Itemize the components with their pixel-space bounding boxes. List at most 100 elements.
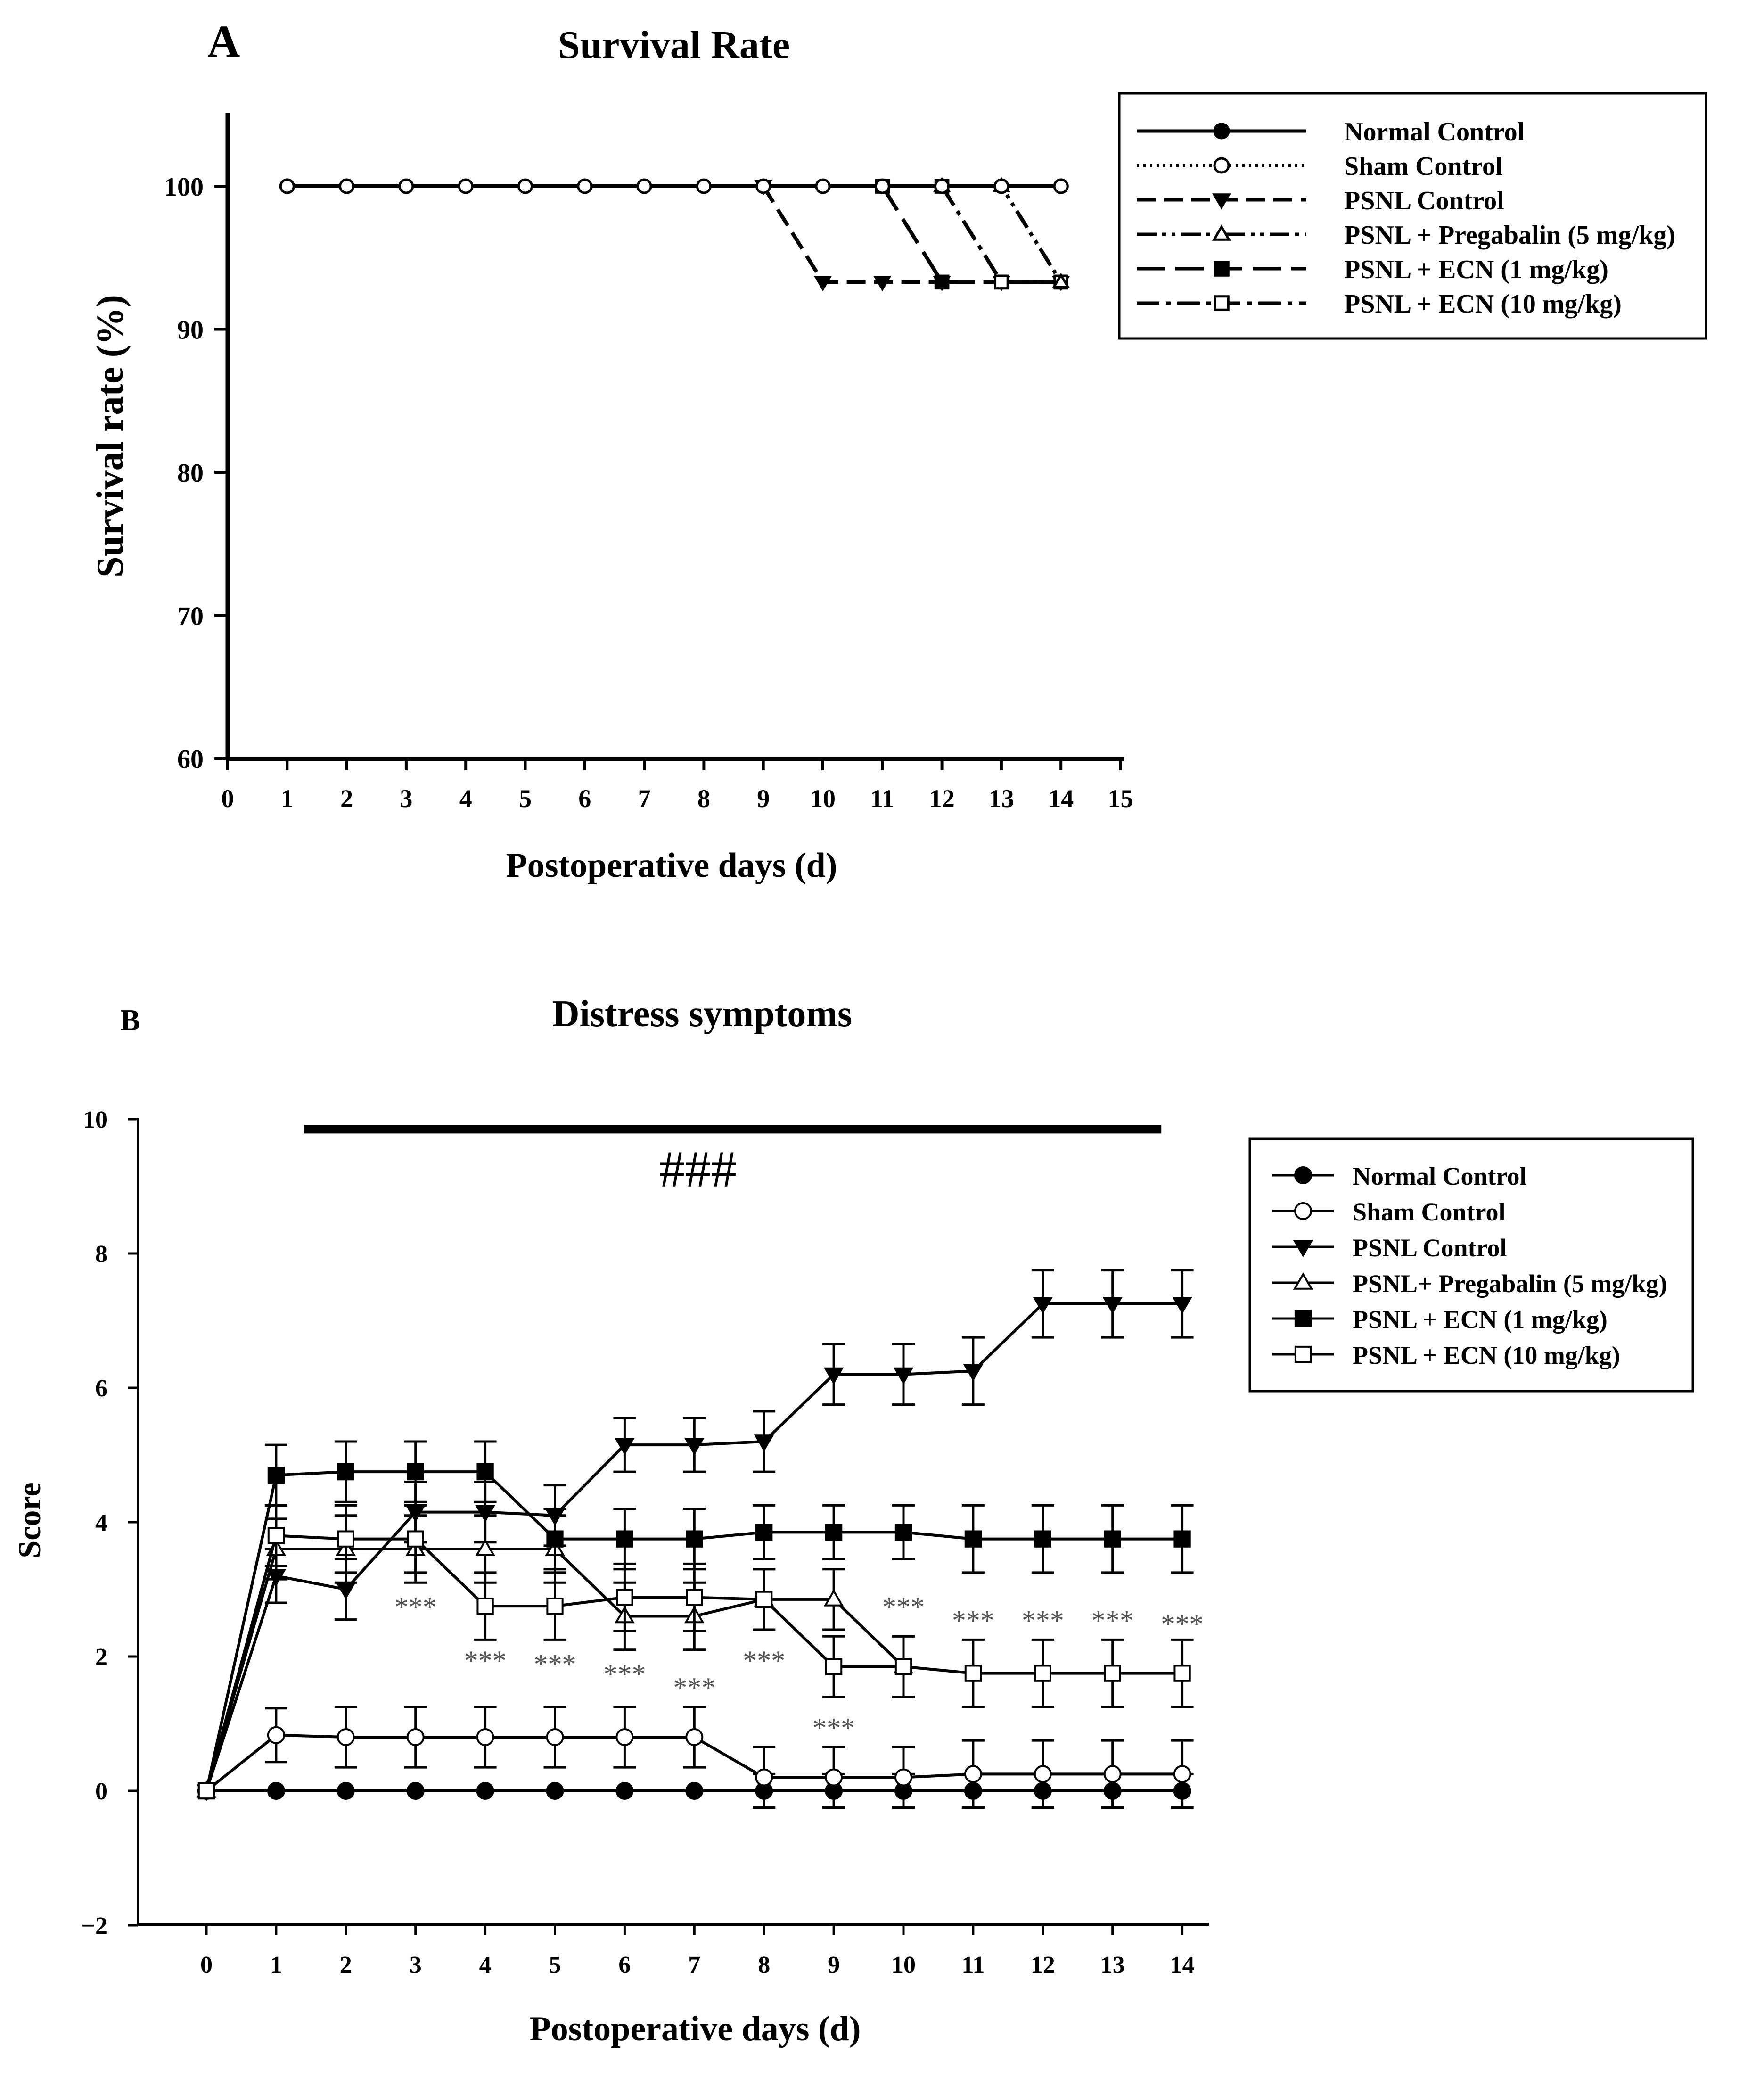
panel-a-legend-item-psnl-pregabalin-5-mg-kg: PSNL + Pregabalin (5 mg/kg) <box>1137 221 1675 250</box>
panel-a-x-tick-label-6: 6 <box>578 784 591 813</box>
panel-b-legend-item-psnl-ecn-1-mg-kg-label: PSNL + ECN (1 mg/kg) <box>1353 1305 1608 1334</box>
panel-b-series-psnl-ecn-10-mg-kg-point-12 <box>1034 1665 1051 1682</box>
panel-b-series-sham-control-point-9 <box>825 1768 843 1787</box>
panel-b-legend-item-psnl-control: PSNL Control <box>1272 1234 1507 1262</box>
panel-b-legend-item-sham-control: Sham Control <box>1272 1198 1506 1226</box>
panel-b-series-psnl-ecn-10-mg-kg-point-3 <box>407 1530 424 1548</box>
panel-b-legend-item-normal-control: Normal Control <box>1272 1162 1526 1190</box>
panel-b-significance-mark-day-11: *** <box>952 1605 994 1636</box>
panel-a-x-tick-label-8: 8 <box>697 784 710 813</box>
panel-b-y-tick-label-8: 8 <box>95 1241 107 1268</box>
panel-b-series-psnl-ecn-10-mg-kg-point-7 <box>686 1589 703 1606</box>
panel-a-series <box>279 177 1070 292</box>
panel-b-series-psnl-ecn-1-mg-kg-point-10 <box>894 1524 912 1541</box>
panel-a-y-tick-label-60: 60 <box>177 745 204 774</box>
panel-a-x-axis-label: Postoperative days (d) <box>506 846 837 885</box>
panel-b-series-psnl-ecn-10-mg-kg-point-4 <box>476 1597 494 1615</box>
panel-b-significance-mark-day-7: *** <box>673 1672 715 1703</box>
panel-a-x-tick-label-15: 15 <box>1108 784 1133 813</box>
panel-b-y-axis-label: Score <box>11 1482 47 1558</box>
panel-a-series-psnl-pregabalin-5-mg-kg <box>933 177 1070 288</box>
panel-a-legend-item-psnl-ecn-10-mg-kg-marker <box>1214 295 1230 311</box>
panel-b-series-psnl-ecn-10-mg-kg-point-5 <box>546 1597 564 1615</box>
panel-b-series-psnl-control-point-7 <box>684 1438 705 1455</box>
panel-b-x-tick-label-5: 5 <box>549 1952 561 1978</box>
panel-b-series-psnl-pregabalin-5-mg-kg-point-9 <box>823 1589 844 1607</box>
panel-b-x-tick-label-1: 1 <box>270 1952 282 1978</box>
panel-b-series-psnl-control-point-8 <box>754 1434 774 1452</box>
panel-b-series-psnl-ecn-1-mg-kg-point-2 <box>337 1463 354 1481</box>
panel-b-series-psnl-control-point-10 <box>893 1367 914 1385</box>
panel-b-series-sham-control-point-10 <box>894 1768 912 1787</box>
panel-a-legend-item-psnl-ecn-1-mg-kg-label: PSNL + ECN (1 mg/kg) <box>1344 255 1608 284</box>
panel-a-x-tick-label-10: 10 <box>810 784 836 813</box>
panel-a-series-psnl-ecn-1-mg-kg-point-12 <box>934 274 950 290</box>
panel-b-series-sham-control-point-6 <box>615 1728 634 1746</box>
panel-b-x-tick-label-7: 7 <box>688 1952 700 1978</box>
panel-a-legend-item-psnl-ecn-10-mg-kg-label: PSNL + ECN (10 mg/kg) <box>1344 289 1622 319</box>
panel-b-significance-mark-day-9: *** <box>812 1713 855 1744</box>
panel-b-series-psnl-control-point-4 <box>475 1505 495 1523</box>
panel-b-legend-item-psnl-pregabalin-5-mg-kg-marker <box>1293 1272 1313 1290</box>
panel-a-legend-item-psnl-control-marker <box>1212 193 1231 210</box>
panel-a-series-psnl-ecn-10-mg-kg-point-13 <box>994 274 1009 290</box>
panel-b-series-psnl-ecn-1-mg-kg-point-4 <box>476 1463 494 1481</box>
panel-b-series-sham-control-point-8 <box>755 1768 773 1787</box>
panel-b-series-normal-control-point-3 <box>406 1782 425 1800</box>
panel-a-title: Survival Rate <box>558 23 790 67</box>
panel-a-y-tick-label-70: 70 <box>177 602 204 631</box>
panel-b-series-normal-control-point-5 <box>546 1782 564 1800</box>
panel-b-x-tick-label-11: 11 <box>961 1952 985 1978</box>
panel-a-legend-item-psnl-ecn-10-mg-kg: PSNL + ECN (10 mg/kg) <box>1137 289 1622 319</box>
panel-a-legend-item-psnl-control: PSNL Control <box>1137 186 1504 215</box>
panel-b-significance-mark-day-8: *** <box>743 1645 785 1676</box>
panel-b-series-sham-control-point-4 <box>476 1728 494 1746</box>
panel-a-x-ticks: 0 1 2 3 4 5 6 7 8 9 10 11 12 13 14 15 <box>222 759 1133 813</box>
panel-b-x-tick-label-8: 8 <box>758 1952 770 1978</box>
panel-b-series-psnl-ecn-10-mg-kg-point-2 <box>337 1530 354 1548</box>
panel-a-y-ticks: 60 70 80 90 100 <box>164 173 228 774</box>
panel-b-x-tick-label-6: 6 <box>618 1952 631 1978</box>
panel-b-y-tick-label-6: 6 <box>95 1375 107 1402</box>
panel-b-series <box>196 1269 1194 1809</box>
panel-b-series-psnl-ecn-10-mg-kg-point-8 <box>755 1591 773 1608</box>
panel-a-legend-item-psnl-control-label: PSNL Control <box>1344 186 1504 215</box>
panel-b-x-ticks: 0 1 2 3 4 5 6 7 8 9 10 11 12 13 14 <box>200 1924 1195 1978</box>
panel-b-series-normal-control-point-6 <box>615 1782 634 1800</box>
panel-b-significance-mark-day-4: *** <box>464 1645 507 1676</box>
panel-b-x-tick-label-3: 3 <box>410 1952 422 1978</box>
panel-a-series-sham-control-point-4 <box>458 178 474 194</box>
panel-b-series-psnl-ecn-10-mg-kg-point-6 <box>616 1589 633 1606</box>
panel-b-series-psnl-ecn-10-mg-kg <box>197 1504 1194 1800</box>
panel-b-series-psnl-ecn-10-mg-kg-point-1 <box>267 1527 285 1544</box>
panel-b-y-ticks: −2 0 2 4 6 8 10 <box>81 1106 138 1939</box>
panel-b-series-psnl-ecn-1-mg-kg-point-13 <box>1104 1530 1121 1548</box>
panel-b-significance-mark-day-10: *** <box>882 1591 925 1623</box>
panel-a-series-sham-control-point-9 <box>755 178 771 194</box>
panel-a-series-sham-control-point-12 <box>934 178 950 194</box>
panel-b-y-tick-label-4: 4 <box>95 1509 107 1536</box>
panel-b-legend-item-psnl-control-label: PSNL Control <box>1353 1234 1507 1262</box>
panel-a-series-psnl-ecn-10-mg-kg <box>934 179 1068 290</box>
panel-a-x-tick-label-1: 1 <box>281 784 294 813</box>
panel-a-series-psnl-control-point-11 <box>873 276 892 292</box>
panel-a-series-sham-control-point-1 <box>279 178 295 194</box>
panel-b-series-psnl-ecn-1-mg-kg-point-6 <box>616 1530 633 1548</box>
panel-b-y-tick-label--2: −2 <box>81 1912 107 1939</box>
panel-b-letter: B <box>120 1003 140 1037</box>
panel-b-series-psnl-ecn-1-mg-kg-point-5 <box>546 1530 564 1548</box>
panel-a-series-psnl-pregabalin-5-mg-kg-point-14 <box>1052 272 1070 288</box>
panel-b-legend-item-psnl-ecn-10-mg-kg: PSNL + ECN (10 mg/kg) <box>1272 1341 1620 1369</box>
panel-b-title: Distress symptoms <box>552 993 852 1035</box>
panel-b-series-psnl-ecn-10-mg-kg-point-11 <box>964 1665 982 1682</box>
panel-b-legend: Normal Control Sham Control PSNL Control PS… <box>1248 1137 1694 1393</box>
panel-b-series-psnl-control-point-14 <box>1172 1297 1192 1314</box>
panel-b-x-tick-label-2: 2 <box>340 1952 352 1978</box>
panel-b-series-psnl-ecn-10-mg-kg-point-0 <box>197 1782 215 1800</box>
panel-b-series-psnl-ecn-10-mg-kg-point-14 <box>1173 1665 1191 1682</box>
panel-b-series-psnl-ecn-1-mg-kg-point-7 <box>686 1530 703 1548</box>
panel-b-series-psnl-ecn-1-mg-kg-point-11 <box>964 1530 982 1548</box>
panel-a-legend-item-sham-control-marker <box>1213 157 1230 174</box>
